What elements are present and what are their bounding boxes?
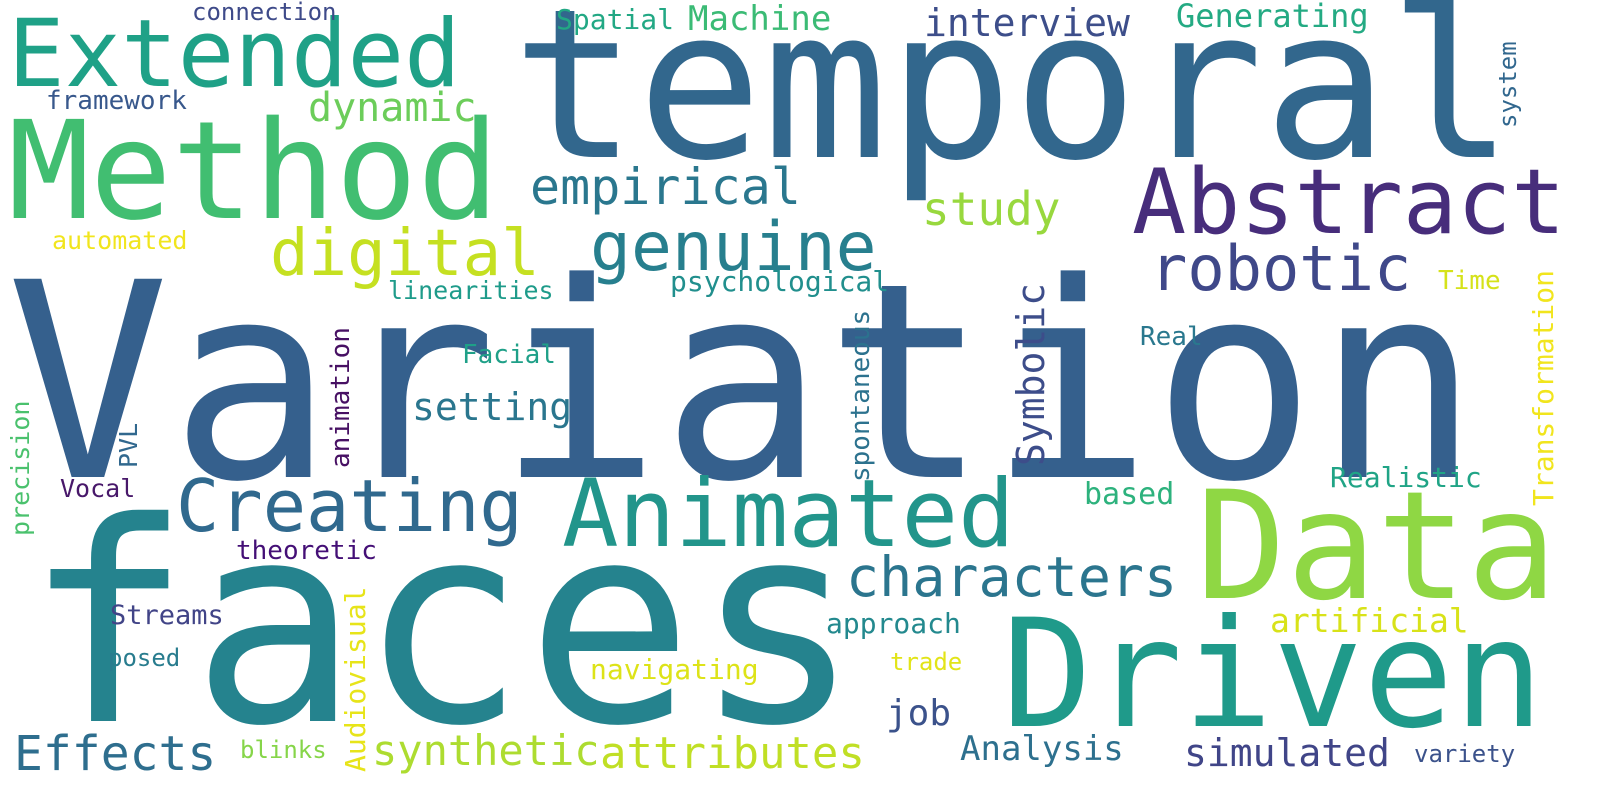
word-variety: variety	[1414, 740, 1516, 768]
word-transformation: Transformation	[1527, 269, 1560, 506]
word-realistic: Realistic	[1330, 461, 1482, 494]
word-pvl: PVL	[114, 422, 143, 468]
word-effects: Effects	[14, 726, 217, 782]
word-machine: Machine	[688, 0, 832, 39]
word-method: Method	[8, 93, 500, 251]
word-extended: Extended	[8, 0, 461, 109]
word-automated: automated	[52, 226, 188, 255]
word-attributes: attributes	[600, 728, 865, 779]
word-navigating: navigating	[590, 653, 759, 686]
word-approach: approach	[826, 607, 961, 640]
word-psychological: psychological	[670, 265, 890, 298]
word-animation: animation	[326, 327, 356, 468]
word-empirical: empirical	[530, 158, 801, 216]
word-linearities: linearities	[388, 276, 554, 305]
word-posed: posed	[108, 644, 181, 672]
word-analysis: Analysis	[960, 729, 1124, 769]
word-spatial: Spatial	[556, 3, 675, 36]
word-temporal: temporal	[512, 0, 1514, 207]
word-driven: Driven	[1002, 588, 1544, 762]
word-time: Time	[1438, 266, 1501, 296]
word-robotic: robotic	[1150, 232, 1412, 305]
word-facial: Facial	[462, 340, 556, 370]
word-dynamic: dynamic	[308, 85, 477, 131]
word-interview: interview	[924, 1, 1130, 45]
word-framework: framework	[46, 86, 187, 116]
word-symbolic: Symbolic	[1009, 282, 1053, 466]
word-data: Data	[1196, 460, 1558, 634]
word-creating: Creating	[176, 464, 523, 548]
word-digital: digital	[270, 217, 540, 291]
word-system: system	[1494, 41, 1522, 128]
word-abstract: Abstract	[1132, 150, 1566, 255]
word-genuine: genuine	[590, 208, 877, 287]
word-artificial: artificial	[1270, 601, 1469, 640]
word-faces: faces	[24, 463, 861, 787]
word-study: study	[922, 182, 1061, 236]
word-vocal: Vocal	[60, 474, 136, 503]
word-setting: setting	[412, 385, 573, 429]
word-synthetic: synthetic	[372, 726, 600, 775]
word-spontaneous: spontaneous	[846, 309, 876, 482]
word-characters: characters	[846, 545, 1178, 609]
word-precision: precision	[6, 400, 35, 536]
word-streams: Streams	[110, 600, 224, 631]
word-simulated: simulated	[1184, 731, 1390, 775]
word-blinks: blinks	[240, 736, 327, 764]
word-theoretic: theoretic	[236, 536, 377, 566]
word-trade: trade	[890, 648, 963, 676]
word-based: based	[1084, 477, 1175, 512]
word-connection: connection	[192, 0, 337, 26]
word-generating: Generating	[1176, 0, 1369, 35]
word-animated: Animated	[562, 460, 1015, 569]
word-audiovisual: Audiovisual	[339, 586, 372, 772]
word-variation: Variation	[6, 226, 1480, 542]
word-real: Real	[1140, 322, 1203, 352]
word-job: job	[886, 693, 952, 734]
